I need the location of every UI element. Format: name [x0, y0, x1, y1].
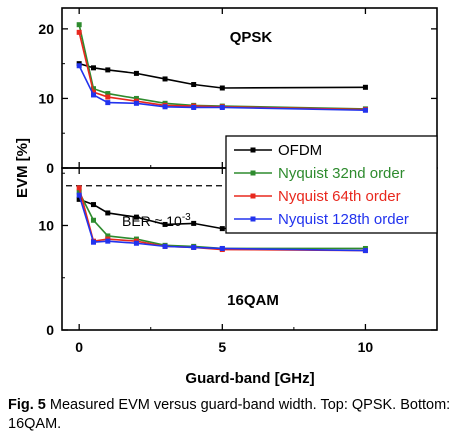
bottom-panel-title: 16QAM: [227, 292, 279, 309]
legend: OFDM Nyquist 32nd order Nyquist 64th order…: [225, 135, 438, 234]
bottom-y-tick-label: 0: [46, 322, 54, 338]
bottom-series-point: [90, 202, 96, 208]
top-series-point: [105, 67, 111, 73]
bottom-series-point: [105, 233, 111, 239]
top-series-point: [90, 89, 96, 95]
top-series-point: [219, 104, 225, 110]
x-tick-label: 0: [75, 339, 83, 355]
top-y-tick-label: 20: [38, 21, 54, 37]
bottom-series-point: [219, 226, 225, 232]
bottom-series-point: [105, 238, 111, 244]
top-series-line: [78, 62, 366, 89]
bottom-series-point: [191, 220, 197, 226]
y-axis-label: EVM [%]: [14, 138, 31, 198]
top-series-point: [133, 95, 139, 101]
top-panel-title: QPSK: [230, 29, 273, 46]
top-series-point: [162, 104, 168, 110]
top-series-point: [105, 100, 111, 106]
ber-threshold-label: BER ≈ 10-3: [122, 212, 191, 229]
top-y-tick-label: 0: [46, 160, 54, 176]
top-series-point: [76, 29, 82, 35]
top-series-point: [90, 65, 96, 71]
bottom-series-point: [90, 239, 96, 245]
top-series-point: [219, 85, 225, 91]
axes-layer: 0 10 20 QPSK 0 10 16QAM BER ≈ 10-3 0 5 10 Guard-ban…: [14, 7, 438, 387]
top-series-point: [133, 70, 139, 76]
top-series-point: [191, 104, 197, 110]
top-series-point: [362, 84, 368, 90]
plot-layer: [76, 22, 368, 254]
top-series-point: [162, 76, 168, 82]
ber-threshold-exponent: -3: [182, 212, 191, 223]
bottom-series-point: [162, 243, 168, 249]
legend-swatch-marker: [250, 147, 256, 153]
legend-label: Nyquist 64th order: [278, 188, 401, 205]
caption-text: Measured EVM versus guard-band width. To…: [8, 397, 451, 432]
top-series-point: [90, 92, 96, 98]
top-series-point: [191, 82, 197, 88]
top-series-point: [362, 107, 368, 113]
legend-label: Nyquist 32nd order: [278, 165, 405, 182]
top-series-point: [133, 100, 139, 106]
bottom-series-point: [133, 240, 139, 246]
top-series-point: [105, 91, 111, 97]
figure-caption: Fig. 5 Measured EVM versus guard-band wi…: [8, 396, 470, 434]
top-series-line: [78, 24, 366, 110]
bottom-series-point: [76, 189, 82, 195]
top-series-point: [105, 94, 111, 100]
bottom-series-point: [362, 248, 368, 254]
bottom-y-tick-label: 10: [38, 217, 54, 233]
top-series-point: [76, 22, 82, 28]
bottom-series-point: [90, 217, 96, 223]
x-axis-label: Guard-band [GHz]: [185, 370, 314, 387]
caption-label: Fig. 5: [8, 397, 46, 413]
legend-box: [225, 135, 438, 234]
bottom-series-point: [191, 244, 197, 250]
bottom-series-point: [76, 185, 82, 191]
legend-swatch-marker: [250, 193, 256, 199]
legend-label: Nyquist 128th order: [278, 211, 409, 228]
bottom-series-point: [76, 192, 82, 198]
x-tick-label: 10: [358, 339, 374, 355]
top-series-point: [76, 63, 82, 69]
top-series-point: [90, 86, 96, 92]
legend-swatch-marker: [250, 170, 256, 176]
bottom-series-point: [133, 214, 139, 220]
bottom-series-point: [162, 221, 168, 227]
bottom-series-point: [105, 210, 111, 216]
legend-label: OFDM: [278, 142, 322, 159]
x-tick-label: 5: [218, 339, 226, 355]
top-y-tick-label: 10: [38, 90, 54, 106]
bottom-series-point: [219, 245, 225, 251]
bottom-series-point: [76, 196, 82, 202]
legend-swatch-marker: [250, 216, 256, 222]
